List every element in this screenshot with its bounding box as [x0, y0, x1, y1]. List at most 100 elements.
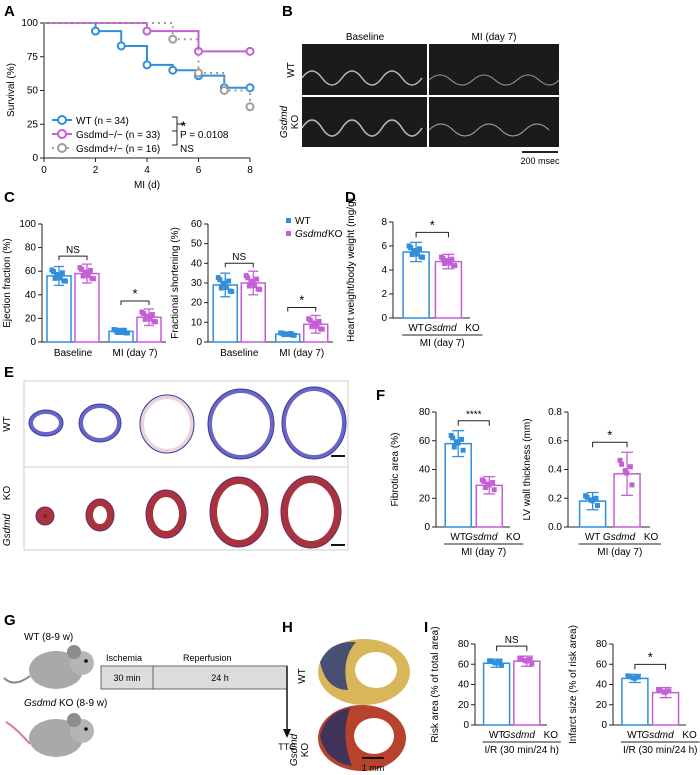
category-label-ko: KO: [506, 532, 521, 543]
significance-label: NS: [505, 635, 519, 646]
mouse-wt-illustration: [3, 645, 94, 689]
mouse-wt-eye: [84, 659, 88, 663]
data-point: [584, 494, 590, 500]
histology-lumen-wt: [144, 399, 190, 449]
panel-label-b: B: [282, 3, 293, 20]
category-label: MI (day 7): [279, 348, 324, 359]
ttc-row-wt: WT: [297, 668, 308, 684]
category-label-wt: WT: [585, 532, 601, 543]
group-label: MI (day 7): [420, 338, 465, 349]
data-point: [527, 657, 533, 663]
data-point: [460, 447, 466, 453]
histology-row-ko-gene: Gsdmd: [2, 513, 13, 546]
y-tick-label: 0.4: [548, 465, 562, 476]
survival-event-marker: [142, 26, 152, 36]
legend-marker-ko: [57, 129, 67, 139]
infarct-size-chart: 0 20 40 60 80 Infarct size (% of risk area) WT…: [568, 625, 700, 756]
bar: [621, 677, 649, 726]
significance-label: *: [132, 286, 137, 301]
panel-label-a: A: [4, 3, 15, 20]
data-point: [319, 326, 325, 332]
data-point: [626, 674, 632, 680]
survival-legend: WT (n = 34) Gsdmd−/− (n = 33) Gsdmd+/− (…: [52, 115, 229, 155]
histology-lumen-wt: [286, 391, 342, 455]
category-label-wt: WT: [408, 323, 424, 334]
data-point: [245, 275, 251, 281]
y-tick-label: 40: [419, 465, 431, 476]
y-tick-label: 0: [32, 153, 38, 164]
y-tick-label: 80: [419, 407, 431, 418]
x-tick-label: 8: [247, 165, 253, 176]
y-tick-label: 50: [191, 239, 203, 250]
data-point: [414, 251, 420, 257]
survival-event-marker: [168, 34, 178, 44]
protocol-endpoint-arrow: [283, 729, 291, 738]
data-point: [85, 273, 91, 279]
mouse-ko-gene: Gsdmd: [24, 698, 57, 709]
y-tick-label: 20: [191, 298, 203, 309]
y-axis-title: Heart weight/body weight (mg/g): [346, 198, 357, 342]
ttc-ko-perfused: [320, 708, 352, 766]
data-point: [627, 464, 633, 470]
category-label-wt: WT: [627, 730, 643, 741]
data-point: [226, 278, 232, 284]
histology-row-ko-suffix: KO: [2, 486, 13, 501]
legend-label-wt-c: WT: [295, 216, 311, 227]
histology-panel: WT Gsdmd KO: [2, 380, 349, 551]
stat-bracket-ko: [172, 116, 178, 132]
echo-wt-baseline: [302, 44, 427, 95]
histology-frame: [23, 380, 349, 551]
histology-lumen-ko: [288, 483, 334, 541]
category-label-ko: KO: [644, 532, 659, 543]
data-point: [309, 324, 315, 330]
bar: [434, 260, 463, 319]
data-point: [619, 461, 625, 467]
echo-wt-mi: [429, 44, 559, 95]
data-point: [229, 289, 235, 295]
echo-scale-label: 200 msec: [520, 156, 560, 166]
data-point: [51, 269, 57, 275]
data-point: [490, 479, 496, 485]
heart-weight-chart: 0 2 4 6 8 Heart weight/body weight (mg/g) WT Gs…: [346, 198, 483, 349]
data-point: [529, 661, 535, 667]
panel-label-i: I: [424, 619, 428, 636]
mouse-ko-illustration: [5, 713, 94, 757]
histology-lumen-wt: [212, 393, 270, 455]
data-point: [52, 275, 58, 281]
data-point: [595, 503, 600, 509]
histology-row-wt: WT: [2, 416, 13, 432]
y-tick-label: 4: [381, 265, 387, 276]
data-point: [82, 270, 88, 276]
echo-row-ko-suffix: KO: [290, 115, 301, 130]
lv-wall-thickness-chart: 0.0 0.2 0.4 0.6 0.8 LV wall thickness (mm) WT G…: [522, 407, 662, 558]
y-tick-label: 80: [25, 243, 37, 254]
y-tick-label: 0: [30, 337, 36, 348]
data-point: [147, 316, 153, 322]
data-point: [286, 332, 292, 338]
data-point: [257, 287, 263, 293]
y-tick-label: 20: [419, 493, 431, 504]
stat-star-a: *: [181, 119, 186, 133]
ttc-wt-perfused: [320, 641, 356, 690]
data-point: [152, 319, 158, 325]
data-point: [491, 487, 497, 493]
survival-event-marker: [194, 68, 203, 78]
significance-bracket: [634, 663, 667, 670]
histology-lumen-ko: [93, 506, 107, 524]
legend-marker-het: [57, 143, 67, 153]
y-tick-label: 30: [191, 278, 203, 289]
y-axis-title: Infarct size (% of risk area): [568, 625, 579, 744]
echo-col-baseline: Baseline: [346, 32, 385, 43]
data-point: [488, 658, 494, 664]
survival-event-marker: [91, 26, 100, 36]
data-point: [452, 263, 458, 269]
protocol-endpoint-label: TTC: [278, 742, 296, 752]
stat-ns-a: NS: [180, 144, 194, 155]
stat-p-value-a: P = 0.0108: [180, 130, 229, 141]
legend-swatch-wt-c: [286, 218, 291, 223]
category-label-wt: WT: [489, 730, 505, 741]
category-label: Baseline: [54, 348, 93, 359]
significance-bracket: [287, 306, 317, 312]
fractional-shortening-chart: 0 10 20 30 40 50 60 Fractional shortening (%) Ba…: [170, 219, 333, 359]
panel-label-g: G: [4, 612, 16, 629]
